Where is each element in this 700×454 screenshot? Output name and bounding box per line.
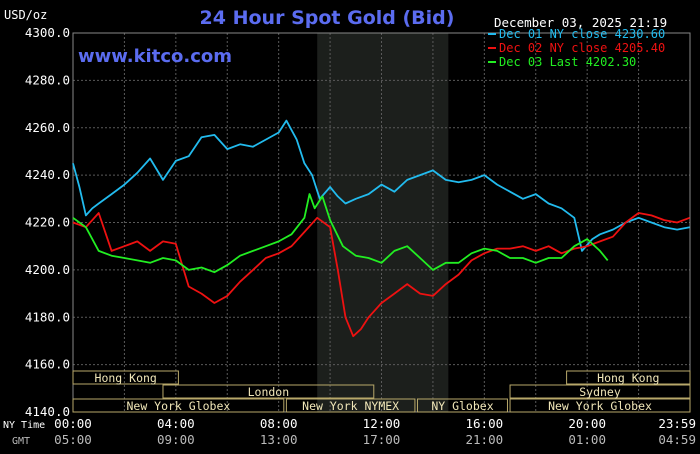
session-label: NY Globex xyxy=(431,399,493,413)
session-label: London xyxy=(248,385,290,399)
chart-title: 24 Hour Spot Gold (Bid) xyxy=(200,7,455,29)
y-tick-label: 4180.0 xyxy=(25,309,70,324)
session-box xyxy=(72,398,285,413)
series-line-dec-01 xyxy=(72,119,690,252)
x-tick-label-ny: 12:00 xyxy=(363,416,401,431)
x-tick-label-ny: 16:00 xyxy=(466,416,504,431)
x-tick-label-ny: 20:00 xyxy=(568,416,606,431)
x-tick-label-gmt: 13:00 xyxy=(260,432,298,447)
session-label: Hong Kong xyxy=(597,371,659,385)
session-box xyxy=(509,398,691,413)
session-box xyxy=(285,398,416,413)
y-tick-label: 4140.0 xyxy=(25,404,70,419)
x-tick-label-ny: 08:00 xyxy=(260,416,298,431)
x-tick-label-ny: 00:00 xyxy=(54,416,92,431)
y-tick-label: 4280.0 xyxy=(25,72,70,87)
session-box xyxy=(509,384,691,399)
x-tick-label-ny: 04:00 xyxy=(157,416,195,431)
x-row-label-ny: NY Time xyxy=(3,420,45,431)
session-box xyxy=(72,370,179,385)
legend-entry: Dec 03 Last 4202.30 xyxy=(499,55,636,69)
session-box xyxy=(162,384,375,399)
x-tick-label-gmt: 04:59 xyxy=(658,432,696,447)
x-tick-label-ny: 23:59 xyxy=(658,416,696,431)
datetime-stamp: December 03, 2025 21:19 xyxy=(494,15,667,30)
legend-entry: Dec 01 NY close 4230.60 xyxy=(499,27,665,41)
x-tick-label-gmt: 09:00 xyxy=(157,432,195,447)
y-tick-label: 4240.0 xyxy=(25,167,70,182)
series-line-dec-02 xyxy=(72,212,691,338)
x-tick-label-gmt: 05:00 xyxy=(54,432,92,447)
y-tick-label: 4200.0 xyxy=(25,262,70,277)
unit-label: USD/oz xyxy=(4,8,47,22)
x-tick-label-gmt: 17:00 xyxy=(363,432,401,447)
watermark: www.kitco.com xyxy=(78,46,232,67)
y-tick-label: 4160.0 xyxy=(25,357,70,372)
x-tick-label-gmt: 01:00 xyxy=(568,432,606,447)
session-box xyxy=(416,398,508,413)
session-label: New York Globex xyxy=(126,399,230,413)
x-tick-label-gmt: 21:00 xyxy=(466,432,504,447)
y-tick-label: 4220.0 xyxy=(25,215,70,230)
session-box xyxy=(566,370,691,385)
session-label: New York NYMEX xyxy=(302,399,399,413)
session-label: New York Globex xyxy=(548,399,652,413)
session-label: Hong Kong xyxy=(95,371,157,385)
y-tick-label: 4260.0 xyxy=(25,120,70,135)
legend-entry: Dec 02 NY close 4205.40 xyxy=(499,41,665,55)
series-line-dec-03 xyxy=(72,193,609,274)
session-label: Sydney xyxy=(579,385,621,399)
y-tick-label: 4300.0 xyxy=(25,25,70,40)
x-row-label-gmt: GMT xyxy=(12,436,30,447)
